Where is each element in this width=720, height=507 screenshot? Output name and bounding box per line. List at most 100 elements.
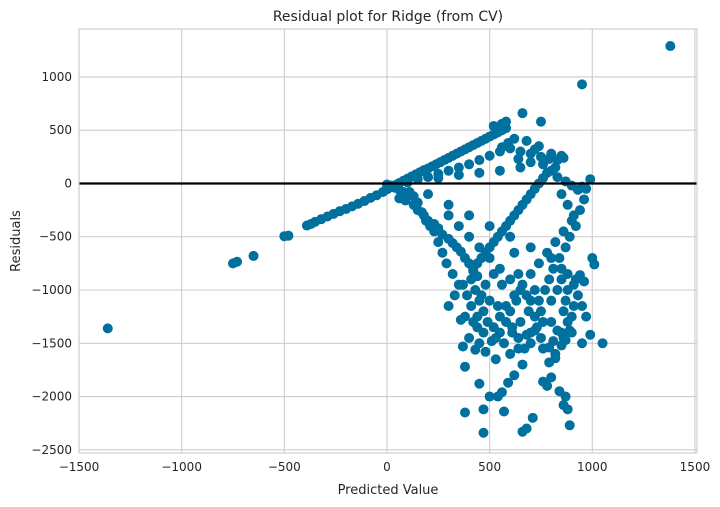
scatter-point <box>535 332 546 343</box>
scatter-point <box>447 269 458 280</box>
scatter-point <box>474 155 485 166</box>
x-tick-label: 500 <box>478 460 501 474</box>
scatter-point <box>499 406 510 417</box>
scatter-point <box>554 253 565 264</box>
x-tick-label: −500 <box>268 460 301 474</box>
scatter-point <box>505 274 516 285</box>
scatter-point <box>433 168 444 179</box>
scatter-point <box>577 300 588 311</box>
scatter-point <box>420 215 431 226</box>
scatter-point <box>564 420 575 431</box>
scatter-point <box>478 427 489 438</box>
scatter-point <box>546 316 557 327</box>
scatter-point <box>464 210 475 221</box>
scatter-point <box>560 295 571 306</box>
scatter-point <box>503 377 514 388</box>
scatter-point <box>552 325 563 336</box>
scatter-points <box>102 41 676 438</box>
scatter-point <box>492 391 503 402</box>
scatter-point <box>546 372 557 383</box>
scatter-point <box>457 279 468 290</box>
scatter-point <box>550 353 561 364</box>
y-tick-label: −1000 <box>31 283 72 297</box>
y-tick-label: −500 <box>39 230 72 244</box>
y-tick-label: 1000 <box>41 70 72 84</box>
scatter-point <box>552 172 563 183</box>
scatter-point <box>542 380 553 391</box>
scatter-point <box>505 231 516 242</box>
scatter-point <box>562 404 573 415</box>
scatter-point <box>423 189 434 200</box>
scatter-point <box>248 250 259 261</box>
scatter-point <box>597 338 608 349</box>
scatter-point <box>548 263 559 274</box>
scatter-point <box>437 247 448 258</box>
scatter-point <box>521 423 532 434</box>
scatter-point <box>558 306 569 317</box>
scatter-point <box>535 116 546 127</box>
y-tick-label: 0 <box>64 176 72 190</box>
x-tick-label: 1500 <box>680 460 711 474</box>
scatter-point <box>453 162 464 173</box>
scatter-point <box>564 231 575 242</box>
plot-area <box>79 29 697 453</box>
scatter-point <box>441 258 452 269</box>
scatter-point <box>484 221 495 232</box>
scatter-point <box>558 152 569 163</box>
y-tick-label: −2500 <box>31 443 72 457</box>
scatter-point <box>509 247 520 258</box>
scatter-point <box>474 378 485 389</box>
scatter-point <box>476 290 487 301</box>
scatter-point <box>521 290 532 301</box>
gridlines <box>78 29 697 453</box>
scatter-point <box>474 167 485 178</box>
scatter-point <box>665 41 676 52</box>
scatter-point <box>513 153 524 164</box>
scatter-point <box>443 210 454 221</box>
scatter-point <box>488 120 499 131</box>
scatter-point <box>455 314 466 325</box>
scatter-point <box>501 316 512 327</box>
scatter-point <box>568 279 579 290</box>
scatter-point <box>496 142 507 153</box>
scatter-point <box>519 343 530 354</box>
scatter-point <box>501 116 512 127</box>
scatter-point <box>546 165 557 176</box>
scatter-point <box>513 332 524 343</box>
scatter-point <box>521 135 532 146</box>
scatter-point <box>511 295 522 306</box>
scatter-point <box>478 327 489 338</box>
scatter-point <box>513 269 524 280</box>
scatter-point <box>529 311 540 322</box>
y-tick-labels: −2500 −2000 −1500 −1000 −500 0 500 1000 <box>31 70 72 457</box>
scatter-point <box>457 341 468 352</box>
scatter-point <box>232 256 243 267</box>
scatter-point <box>443 165 454 176</box>
scatter-point <box>579 182 590 193</box>
scatter-point <box>470 344 481 355</box>
chart-title: Residual plot for Ridge (from CV) <box>273 9 503 25</box>
scatter-point <box>484 295 495 306</box>
scatter-point <box>449 290 460 301</box>
scatter-point <box>581 311 592 322</box>
scatter-point <box>562 199 573 210</box>
x-tick-label: 0 <box>383 460 391 474</box>
scatter-point <box>560 242 571 253</box>
scatter-point <box>443 300 454 311</box>
scatter-point <box>525 327 536 338</box>
y-tick-label: −2000 <box>31 390 72 404</box>
y-tick-label: −1500 <box>31 336 72 350</box>
scatter-point <box>486 336 497 347</box>
scatter-point <box>525 242 536 253</box>
scatter-point <box>468 263 479 274</box>
scatter-point <box>517 279 528 290</box>
scatter-point <box>556 340 567 351</box>
scatter-point <box>568 210 579 221</box>
x-tick-label: 1000 <box>577 460 608 474</box>
scatter-point <box>464 332 475 343</box>
scatter-point <box>505 306 516 317</box>
scatter-point <box>542 247 553 258</box>
scatter-point <box>404 186 415 197</box>
scatter-point <box>515 316 526 327</box>
